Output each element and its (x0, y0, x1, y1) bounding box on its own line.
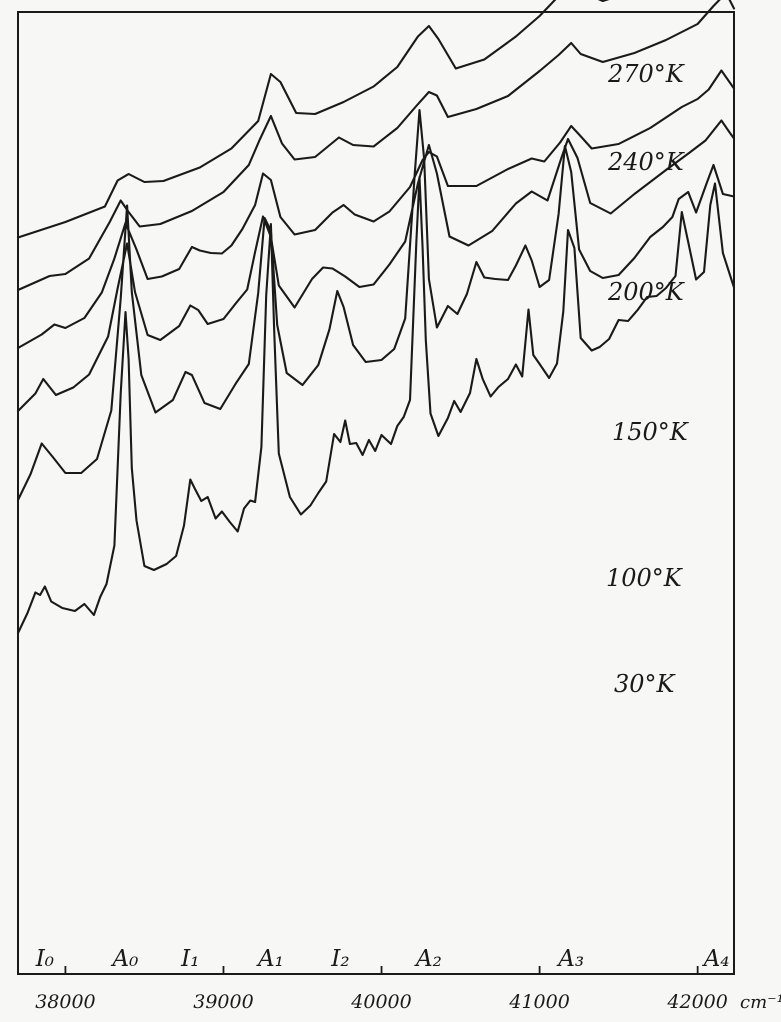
series-line-200k (16, 69, 736, 350)
peak-label: A₄ (702, 946, 730, 972)
x-tick-label: 38000 (35, 991, 95, 1013)
peak-labels: I₀ A₀ I₁ A₁ I₂ A₂ A₃ A₄ (35, 946, 730, 972)
series-line-100k (16, 108, 736, 502)
temperature-labels: 270°K 240°K 200°K 150°K 100°K 30°K (606, 60, 690, 698)
x-axis-unit: cm⁻¹ (740, 992, 781, 1013)
series-line-270k (16, 0, 610, 239)
peak-label: I₁ (180, 946, 199, 972)
series-line-30k (16, 175, 736, 635)
plot-frame (17, 11, 735, 975)
peak-label: I₀ (35, 946, 54, 972)
temperature-label: 100°K (606, 564, 684, 592)
x-tick-label: 39000 (193, 991, 253, 1013)
temperature-label: 200°K (607, 278, 686, 306)
peak-label: I₂ (330, 946, 349, 972)
x-tick-label: 42000 (666, 991, 727, 1013)
x-tick-label: 40000 (350, 991, 411, 1013)
peak-label: A₂ (414, 946, 442, 972)
x-axis-ticks: 38000 39000 40000 41000 42000 (35, 966, 728, 1013)
temperature-label: 240°K (607, 148, 686, 176)
series-line-150k (16, 119, 736, 413)
x-tick-label: 41000 (508, 991, 569, 1013)
series-traces (16, 0, 736, 635)
peak-label: A₀ (111, 946, 139, 972)
peak-label: A₁ (256, 946, 284, 972)
series-line-240k (16, 0, 736, 292)
temperature-label: 270°K (607, 60, 686, 88)
temperature-label: 30°K (614, 670, 677, 698)
temperature-label: 150°K (612, 418, 690, 446)
peak-label: A₃ (556, 946, 584, 972)
